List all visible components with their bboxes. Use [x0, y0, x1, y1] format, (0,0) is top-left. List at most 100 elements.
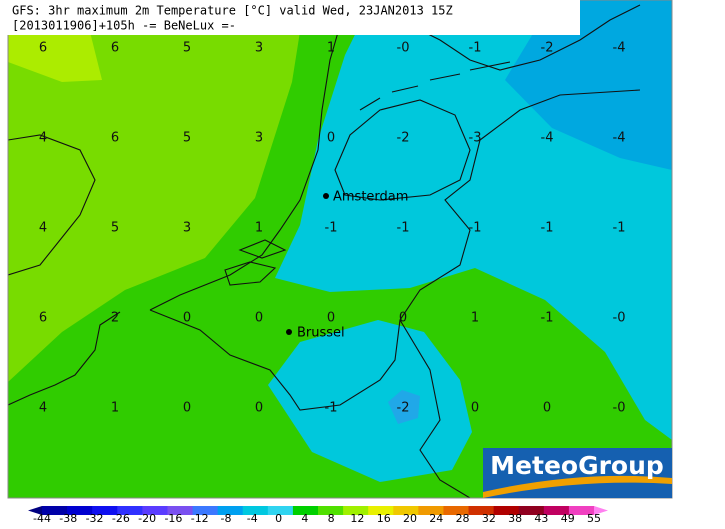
colorbar-swatch: [368, 506, 394, 515]
grid-value: 3: [183, 221, 191, 236]
warm-field: [8, 0, 305, 382]
colorbar-swatch: [142, 506, 168, 515]
colorbar-label: 12: [350, 512, 364, 525]
colorbar-label: -8: [221, 512, 232, 525]
grid-value: -0: [397, 41, 410, 56]
colorbar-label: 38: [508, 512, 522, 525]
colorbar-label: 8: [328, 512, 335, 525]
grid-value: 5: [111, 221, 119, 236]
grid-value: 6: [111, 131, 119, 146]
grid-value: 5: [183, 41, 191, 56]
grid-value: -2: [397, 131, 410, 146]
colorbar-label: 49: [561, 512, 575, 525]
colorbar-swatch: [67, 506, 93, 515]
colorbar-swatch: [217, 506, 244, 515]
grid-value: -1: [469, 41, 482, 56]
grid-value: 1: [255, 221, 263, 236]
colorbar-swatch: [267, 506, 294, 515]
colorbar-label: -32: [86, 512, 104, 525]
colder-pocket: [388, 390, 420, 424]
grid-value: 0: [255, 401, 263, 416]
colorbar-label: 16: [377, 512, 391, 525]
colorbar-label: -38: [59, 512, 77, 525]
grid-value: 4: [39, 401, 47, 416]
colorbar-label: 32: [482, 512, 496, 525]
grid-value: -2: [397, 401, 410, 416]
grid-value: -2: [541, 41, 554, 56]
city-dot: [286, 329, 292, 335]
colorbar-swatch: [242, 506, 269, 515]
grid-value: 3: [255, 131, 263, 146]
grid-value: -1: [541, 221, 554, 236]
grid-value: 0: [255, 311, 263, 326]
grid-value: 0: [543, 401, 551, 416]
title: GFS: 3hr maximum 2m Temperature [°C] val…: [12, 4, 453, 18]
wadden-islands: [359, 61, 511, 111]
england-coast: [8, 134, 121, 406]
colorbar-label: -20: [138, 512, 156, 525]
colorbar-swatch: [418, 506, 444, 515]
colorbar-swatch: [518, 506, 545, 515]
grid-value: -0: [613, 311, 626, 326]
grid-value: 4: [39, 131, 47, 146]
map-area: [8, 0, 672, 498]
grid-value: 0: [327, 131, 335, 146]
colorbar-label: 0: [275, 512, 282, 525]
colorbar-swatch: [343, 506, 369, 515]
grid-value: -4: [613, 41, 626, 56]
colorbar-swatch: [568, 506, 595, 515]
colorbar-swatch: [92, 506, 118, 515]
grid-value: 6: [111, 41, 119, 56]
grid-value: -1: [541, 311, 554, 326]
colorbar-label: -16: [164, 512, 182, 525]
grid-value: -4: [541, 131, 554, 146]
colorbar-label: -44: [33, 512, 51, 525]
grid-value: 3: [255, 41, 263, 56]
colorbar-swatch: [318, 506, 344, 515]
grid-value: 5: [183, 131, 191, 146]
logo: MeteoGroup: [483, 448, 672, 498]
grid-value: -4: [613, 131, 626, 146]
colorbar-swatch: [292, 506, 319, 515]
colorbar-label: -26: [112, 512, 130, 525]
grid-value: -0: [613, 401, 626, 416]
borders: [149, 89, 641, 498]
logo-swoosh: [483, 475, 672, 498]
city-dot: [323, 193, 329, 199]
grid-value: 4: [39, 221, 47, 236]
grid-value: 1: [471, 311, 479, 326]
grid-value: 6: [39, 311, 47, 326]
ijsselmeer: [334, 99, 471, 201]
grid-labels: 6 6 5 3 1 -0 -1 -2 -4 4 6 5 3 0 -2 -3 -4 -4 4 5 3 1 -1 -1 -1 -1 -1…: [39, 41, 626, 416]
grid-value: 1: [327, 41, 335, 56]
logo-text: MeteoGroup: [490, 451, 664, 480]
grid-value: -1: [469, 221, 482, 236]
colorbar-arrow: [28, 506, 42, 515]
colorbar: -44 -38 -32 -26 -20 -16 -12 -8 -4 0 4 8 12 16 20 24 28 32…: [28, 506, 608, 525]
grid-value: -1: [613, 221, 626, 236]
grid-value: 0: [471, 401, 479, 416]
grid-value: 0: [183, 311, 191, 326]
colorbar-swatch: [42, 506, 68, 515]
grid-value: 2: [111, 311, 119, 326]
colorbar-label: 24: [429, 512, 443, 525]
colorbar-swatch: [468, 506, 495, 515]
grid-value: 0: [183, 401, 191, 416]
zeeland: [224, 239, 287, 286]
colorbar-label: 28: [456, 512, 470, 525]
colorbar-swatch: [167, 506, 194, 515]
grid-value: -3: [469, 131, 482, 146]
colorbar-arrow: [594, 506, 608, 515]
header-box: [0, 0, 580, 35]
map-frame: [7, 0, 673, 499]
grid-value: 0: [327, 311, 335, 326]
colorbar-swatch: [493, 506, 520, 515]
colorbar-swatch: [192, 506, 219, 515]
subtitle: [2013011906]+105h -= BeNeLux =-: [12, 19, 236, 33]
city-label: Amsterdam: [333, 190, 408, 205]
grid-value: 6: [39, 41, 47, 56]
colder-field: [505, 0, 672, 170]
colorbar-label: -4: [247, 512, 258, 525]
grid-value: 1: [111, 401, 119, 416]
